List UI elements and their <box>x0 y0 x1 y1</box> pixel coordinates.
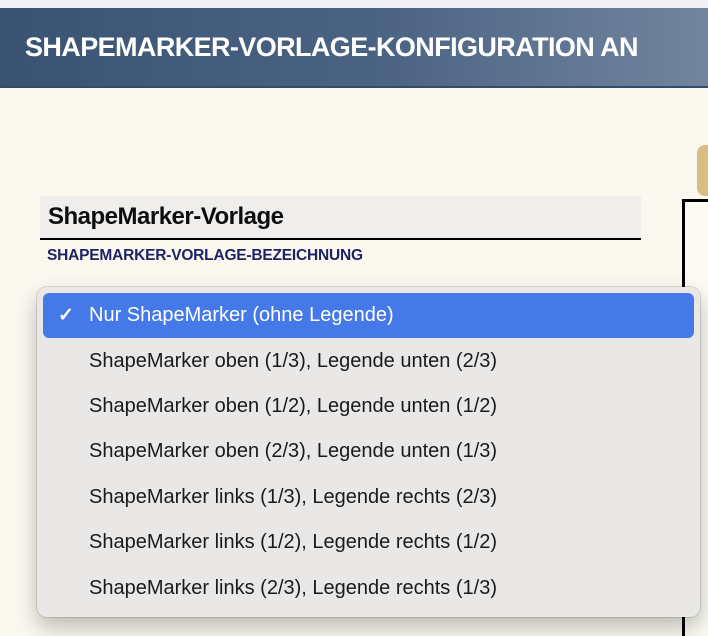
dropdown-option[interactable]: ShapeMarker links (1/2), Legende rechts … <box>43 520 694 565</box>
dropdown-menu: ✓ Nur ShapeMarker (ohne Legende) ShapeMa… <box>37 287 700 617</box>
dropdown-option-label: ShapeMarker oben (1/3), Legende unten (2… <box>89 349 498 372</box>
accent-tab <box>697 145 708 196</box>
dropdown-option-label: ShapeMarker oben (2/3), Legende unten (1… <box>89 440 498 463</box>
dropdown-option[interactable]: ShapeMarker oben (1/2), Legende unten (1… <box>43 384 694 429</box>
template-name-field-value[interactable]: ShapeMarker-Vorlage <box>48 203 284 230</box>
dropdown-option-label: ShapeMarker links (1/2), Legende rechts … <box>89 531 497 554</box>
template-name-field-label: SHAPEMARKER-VORLAGE-BEZEICHNUNG <box>47 247 363 264</box>
dropdown-option-label: ShapeMarker links (1/3), Legende rechts … <box>89 485 497 508</box>
dropdown-option-label: ShapeMarker oben (1/2), Legende unten (1… <box>89 395 498 418</box>
template-name-field[interactable]: ShapeMarker-Vorlage <box>40 196 641 240</box>
dropdown-option[interactable]: ✓ Nur ShapeMarker (ohne Legende) <box>43 293 694 339</box>
dropdown-option-label: Nur ShapeMarker (ohne Legende) <box>89 304 394 327</box>
section-header: SHAPEMARKER-VORLAGE-KONFIGURATION AN <box>0 8 708 88</box>
dropdown-option[interactable]: ShapeMarker oben (2/3), Legende unten (1… <box>43 429 694 474</box>
dropdown-option[interactable]: ShapeMarker oben (1/3), Legende unten (2… <box>43 338 694 383</box>
section-header-title: SHAPEMARKER-VORLAGE-KONFIGURATION AN <box>25 31 638 62</box>
window-top-strip <box>0 0 708 8</box>
dropdown-option[interactable]: ShapeMarker links (1/3), Legende rechts … <box>43 475 694 520</box>
dropdown-option[interactable]: ShapeMarker links (2/3), Legende rechts … <box>43 566 694 611</box>
checkmark-icon: ✓ <box>58 305 74 327</box>
dropdown-option-label: ShapeMarker links (2/3), Legende rechts … <box>89 576 497 599</box>
